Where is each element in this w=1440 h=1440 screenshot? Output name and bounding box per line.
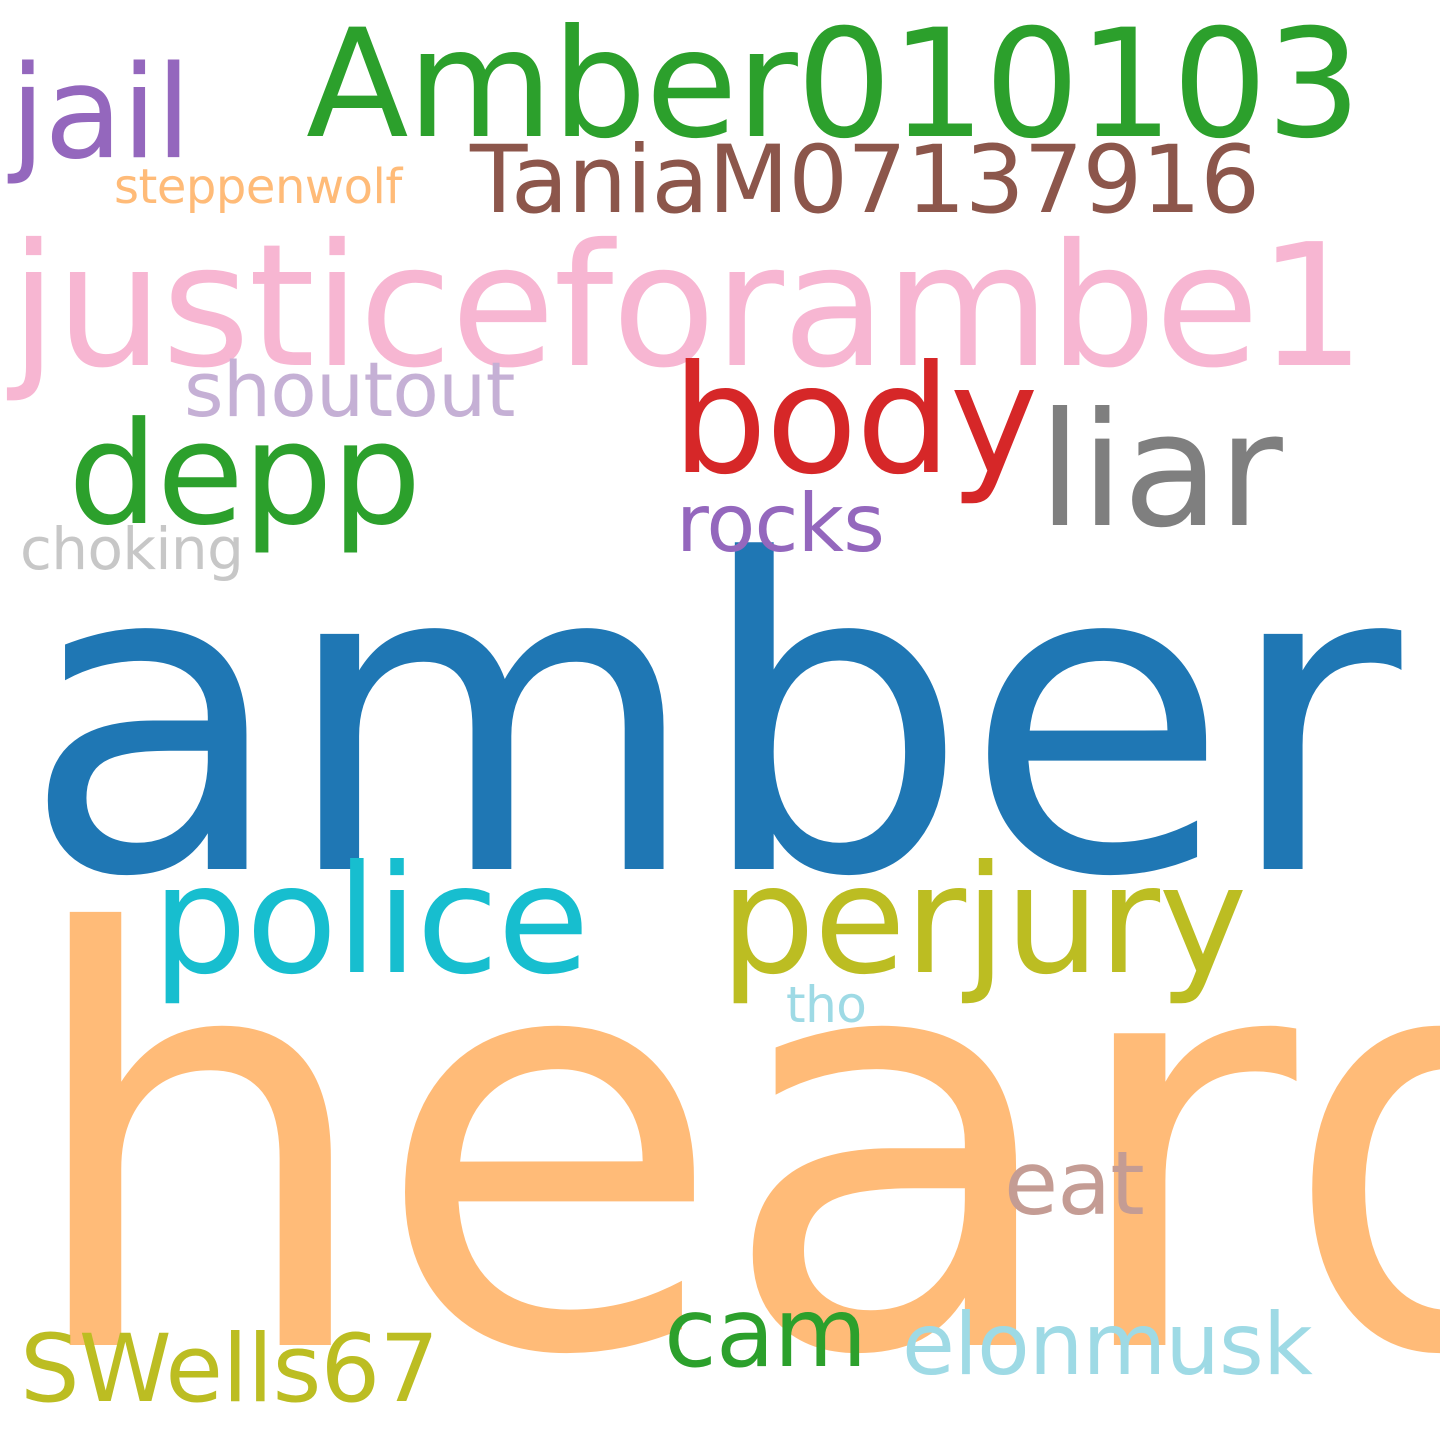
word-rocks: rocks: [676, 477, 885, 570]
word-police: police: [152, 834, 590, 1008]
word-steppenwolf: steppenwolf: [114, 159, 402, 215]
word-depp: depp: [68, 392, 422, 557]
word-swells67: SWells67: [20, 1315, 439, 1424]
word-tho: tho: [786, 976, 867, 1034]
word-body: body: [672, 334, 1038, 508]
word-choking: choking: [20, 515, 244, 583]
word-amber010103: Amber010103: [306, 0, 1362, 172]
word-justiceforambe1: justiceforambe1: [10, 208, 1366, 406]
word-amber: amber: [22, 471, 1401, 971]
word-taniam07137916: TaniaM07137916: [470, 126, 1260, 235]
word-shoutout: shoutout: [184, 345, 515, 434]
word-elonmusk: elonmusk: [902, 1295, 1313, 1395]
word-jail: jail: [10, 39, 191, 188]
word-eat: eat: [1004, 1132, 1145, 1235]
word-heard: heard: [18, 817, 1440, 1440]
word-liar: liar: [1038, 379, 1283, 563]
word-perjury: perjury: [720, 834, 1247, 1008]
word-cam: cam: [664, 1277, 867, 1389]
